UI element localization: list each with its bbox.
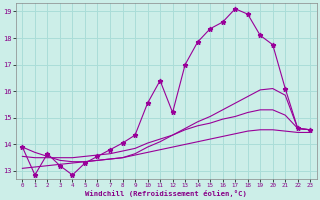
X-axis label: Windchill (Refroidissement éolien,°C): Windchill (Refroidissement éolien,°C) [85,190,247,197]
